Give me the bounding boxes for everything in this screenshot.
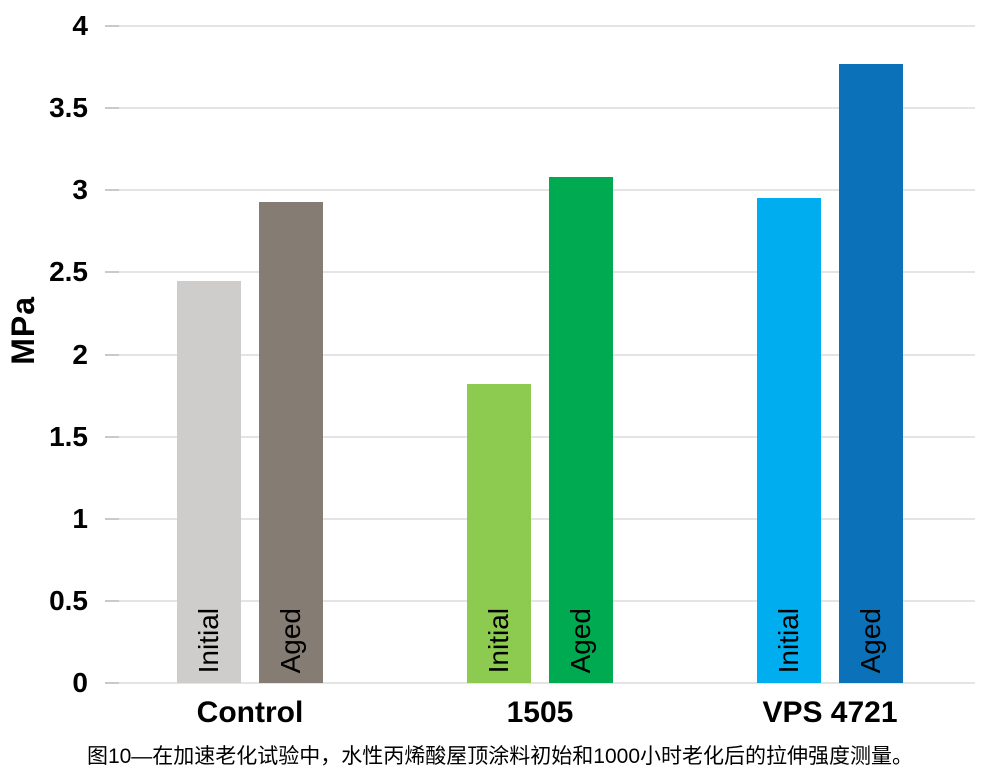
bar-label: Aged [565,607,596,673]
gridline [105,271,975,274]
bar-aged: Aged [259,201,323,683]
gridline [105,353,975,356]
y-axis-tick [105,353,119,356]
gridline [105,599,975,602]
x-category-label: 1505 [506,696,574,729]
gridline [105,189,975,192]
gridline [105,25,975,27]
bar-label: Initial [483,607,514,673]
y-tick-label: 1.5 [49,420,88,452]
y-axis-tick [105,435,119,438]
bar-group-vps-4721: Initial Aged [685,26,975,683]
y-tick-label: 2 [72,338,88,370]
y-axis-tick [105,107,119,110]
y-axis-tick [105,599,119,602]
gridline [105,107,975,110]
y-tick-label: 3.5 [49,92,88,124]
x-category-label: VPS 4721 [762,696,898,729]
bar-label: Aged [275,607,306,673]
bar-aged: Aged [549,177,613,683]
y-axis-tick [105,517,119,520]
x-axis-labels: Control 1505 VPS 4721 [105,696,975,730]
gridline [105,682,975,684]
y-tick-label: 2.5 [49,256,88,288]
gridline [105,517,975,520]
bar-initial: Initial [467,384,531,683]
bar-group-1505: Initial Aged [395,26,685,683]
y-tick-label: 3 [72,174,88,206]
bar-label: Initial [773,607,804,673]
bar-group-control: Initial Aged [105,26,395,683]
bar-initial: Initial [177,280,241,683]
y-axis-tick [105,271,119,274]
bar-label: Initial [193,607,224,673]
y-axis-tick [105,25,119,27]
x-category-label: Control [196,696,304,729]
figure-caption: 图10—在加速老化试验中，水性丙烯酸屋顶涂料初始和1000小时老化后的拉伸强度测… [86,745,914,768]
y-tick-label: 0 [72,667,88,698]
y-axis-tick [105,189,119,192]
gridline [105,435,975,438]
y-tick-label: 0.5 [49,584,88,616]
y-tick-label: 4 [72,10,88,41]
y-tick-label: 1 [72,502,88,534]
y-axis-tick [105,682,119,684]
bar-aged: Aged [839,63,903,683]
plot-area: Initial Aged Initial Aged Initial Aged [105,26,975,683]
bar-initial: Initial [757,198,821,683]
bar-label: Aged [855,607,886,673]
